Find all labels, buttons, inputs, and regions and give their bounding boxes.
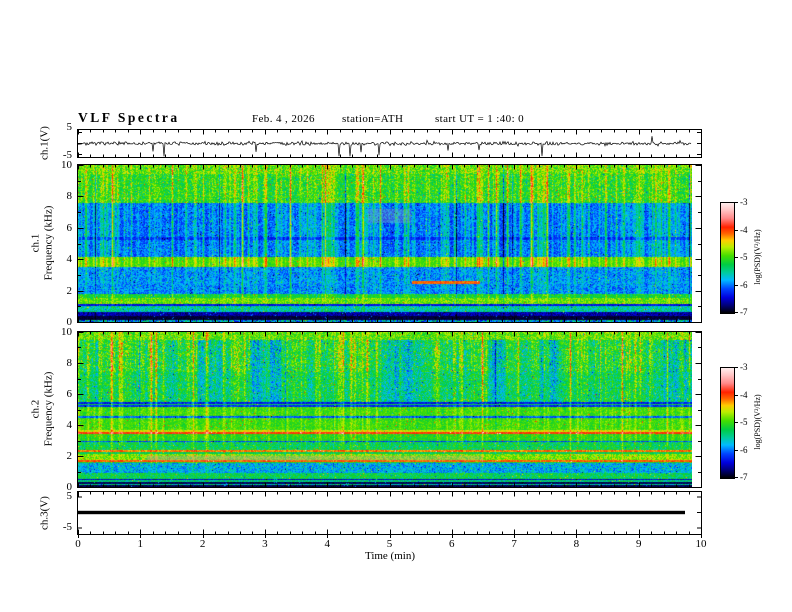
colorbar-1	[720, 202, 735, 314]
wave1-ytick-min: -5	[62, 149, 72, 161]
time-tick-label: 2	[199, 538, 206, 550]
wave1-ytick-max: 5	[66, 121, 73, 133]
spec2-freq-tick-label: 0	[66, 481, 73, 493]
time-tick-label: 9	[635, 538, 642, 550]
colorbar-tick-label: -4	[740, 389, 748, 400]
colorbar-tick	[734, 284, 738, 286]
time-tick-label: 6	[449, 538, 455, 550]
spec1-channel-label: ch.1	[29, 233, 42, 253]
ch1-spectrogram	[78, 165, 692, 322]
colorbar-tick	[734, 422, 738, 423]
spec2-freq-tick-label: 6	[66, 388, 73, 400]
time-tick-label: 10	[695, 538, 707, 550]
ch1-waveform-panel	[77, 129, 702, 158]
spec2-freq-tick-label: 8	[66, 357, 73, 369]
colorbar-tick	[734, 449, 738, 451]
time-axis-label: Time (min)	[364, 550, 415, 562]
colorbar-1-label: log(PSD)(V²/Hz)	[753, 229, 762, 285]
ch1-spectrogram-panel	[77, 164, 702, 323]
colorbar-tick-label: -7	[740, 472, 748, 482]
ch3-waveform-panel	[77, 491, 702, 538]
ch3-waveform	[78, 492, 702, 538]
spec1-freq-tick-label: 2	[66, 284, 73, 297]
wave3-ytick-min: -5	[62, 521, 72, 533]
time-tick-label: 5	[386, 538, 393, 550]
time-tick-label: 1	[137, 538, 144, 550]
ch1-waveform	[77, 130, 702, 157]
figure-title: VLF Spectra	[78, 110, 180, 125]
time-tick-label: 4	[324, 538, 330, 550]
spec1-freq-tick-label: 6	[66, 221, 73, 234]
spec1-frequency-axis-label: Frequency (kHz)	[42, 205, 55, 281]
spec2-frequency-axis-label: Frequency (kHz)	[42, 371, 55, 447]
station-label: station=ATH	[342, 113, 404, 125]
time-tick-label: 7	[511, 538, 517, 550]
date-label: Feb. 4 , 2026	[252, 113, 315, 125]
colorbar-tick-label: -5	[740, 252, 748, 262]
colorbar-tick	[734, 202, 738, 203]
colorbar-tick-label: -6	[740, 279, 748, 290]
spec1-ticks	[78, 165, 702, 323]
colorbar-tick	[734, 312, 738, 313]
colorbar-tick-label: -5	[740, 417, 748, 427]
spec2-channel-label: ch.2	[29, 399, 42, 419]
spec2-freq-tick-label: 4	[66, 419, 73, 431]
time-tick-label: 8	[573, 538, 580, 550]
colorbar-tick	[734, 367, 738, 368]
colorbar-tick	[734, 257, 738, 258]
colorbar-2-label: log(PSD)(V²/Hz)	[753, 394, 762, 450]
colorbar-tick	[734, 229, 738, 231]
spec2-freq-tick-label: 10	[61, 326, 72, 338]
spec1-freq-tick-label: 10	[61, 159, 72, 171]
ch2-spectrogram	[78, 332, 692, 487]
ch2-spectrogram-panel	[77, 331, 702, 488]
time-tick-label: 0	[75, 538, 81, 550]
time-tick-label: 3	[262, 538, 268, 550]
colorbar-tick-label: -3	[740, 197, 748, 207]
colorbar-2	[720, 367, 735, 479]
colorbar-tick-label: -4	[740, 224, 748, 235]
spec2-freq-tick-label: 2	[66, 450, 73, 462]
colorbar-tick-label: -3	[740, 362, 748, 372]
spec1-freq-tick-label: 8	[66, 190, 73, 203]
spec1-freq-tick-label: 4	[66, 253, 73, 266]
colorbar-tick	[734, 394, 738, 396]
spec1-freq-tick-label: 0	[66, 316, 73, 328]
colorbar-tick-label: -7	[740, 307, 748, 317]
wave3-ytick-max: 5	[66, 490, 73, 502]
colorbar-tick-label: -6	[740, 444, 748, 455]
start-ut-label: start UT = 1 :40: 0	[435, 113, 525, 125]
spec2-ticks	[78, 332, 702, 488]
colorbar-tick	[734, 477, 738, 478]
